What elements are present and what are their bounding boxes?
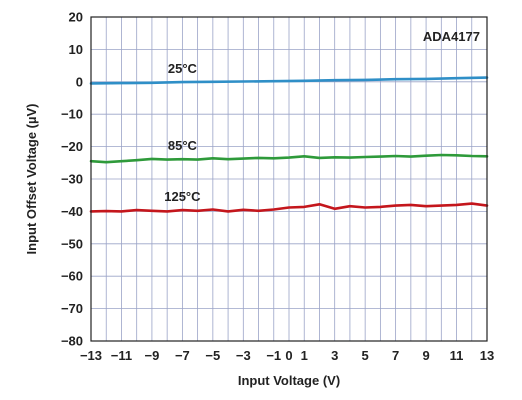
y-tick-label: −60 [61,269,83,284]
y-tick-label: −70 [61,301,83,316]
x-tick-label: −7 [175,348,190,363]
x-tick-label: 0 [285,348,292,363]
x-tick-label: −9 [145,348,160,363]
x-tick-label: 11 [450,348,464,363]
series-labels: 25°C 85°C 125°C [164,61,201,204]
x-tick-label: 3 [331,348,338,363]
y-tick-label: 10 [69,42,83,57]
y-axis-title: Input Offset Voltage (µV) [24,104,39,255]
x-tick-label: −3 [236,348,251,363]
x-tick-label: 1 [301,348,308,363]
y-tick-label: −20 [61,139,83,154]
y-tick-label: −80 [61,334,83,349]
x-tick-label: −13 [80,348,102,363]
x-tick-label: −1 [266,348,281,363]
series-label: 85°C [168,138,198,153]
x-axis-ticks: −13 −11 −9 −7 −5 −3 −1 0 1 3 5 7 9 11 13 [80,348,494,363]
y-tick-label: −40 [61,204,83,219]
series-group [89,76,489,213]
y-tick-label: 0 [76,74,83,89]
x-tick-label: 13 [480,348,494,363]
series-label: 25°C [168,61,198,76]
series-line [89,202,489,213]
chart-annotation: ADA4177 [423,29,480,44]
y-tick-label: 20 [69,10,83,25]
series-line [89,76,489,85]
x-tick-label: −11 [111,348,132,363]
y-tick-label: −50 [61,236,83,251]
y-axis-ticks: 20 10 0 −10 −20 −30 −40 −50 −60 −70 −80 [61,10,83,349]
grid [91,17,487,341]
y-tick-label: −30 [61,172,83,187]
y-tick-label: −10 [61,107,83,122]
x-tick-label: 7 [392,348,399,363]
x-tick-label: −5 [205,348,220,363]
x-axis-title: Input Voltage (V) [238,373,340,388]
plot-frame [90,16,488,342]
x-tick-label: 5 [362,348,369,363]
series-line [89,153,489,164]
series-label: 125°C [164,189,201,204]
x-tick-label: 9 [422,348,429,363]
